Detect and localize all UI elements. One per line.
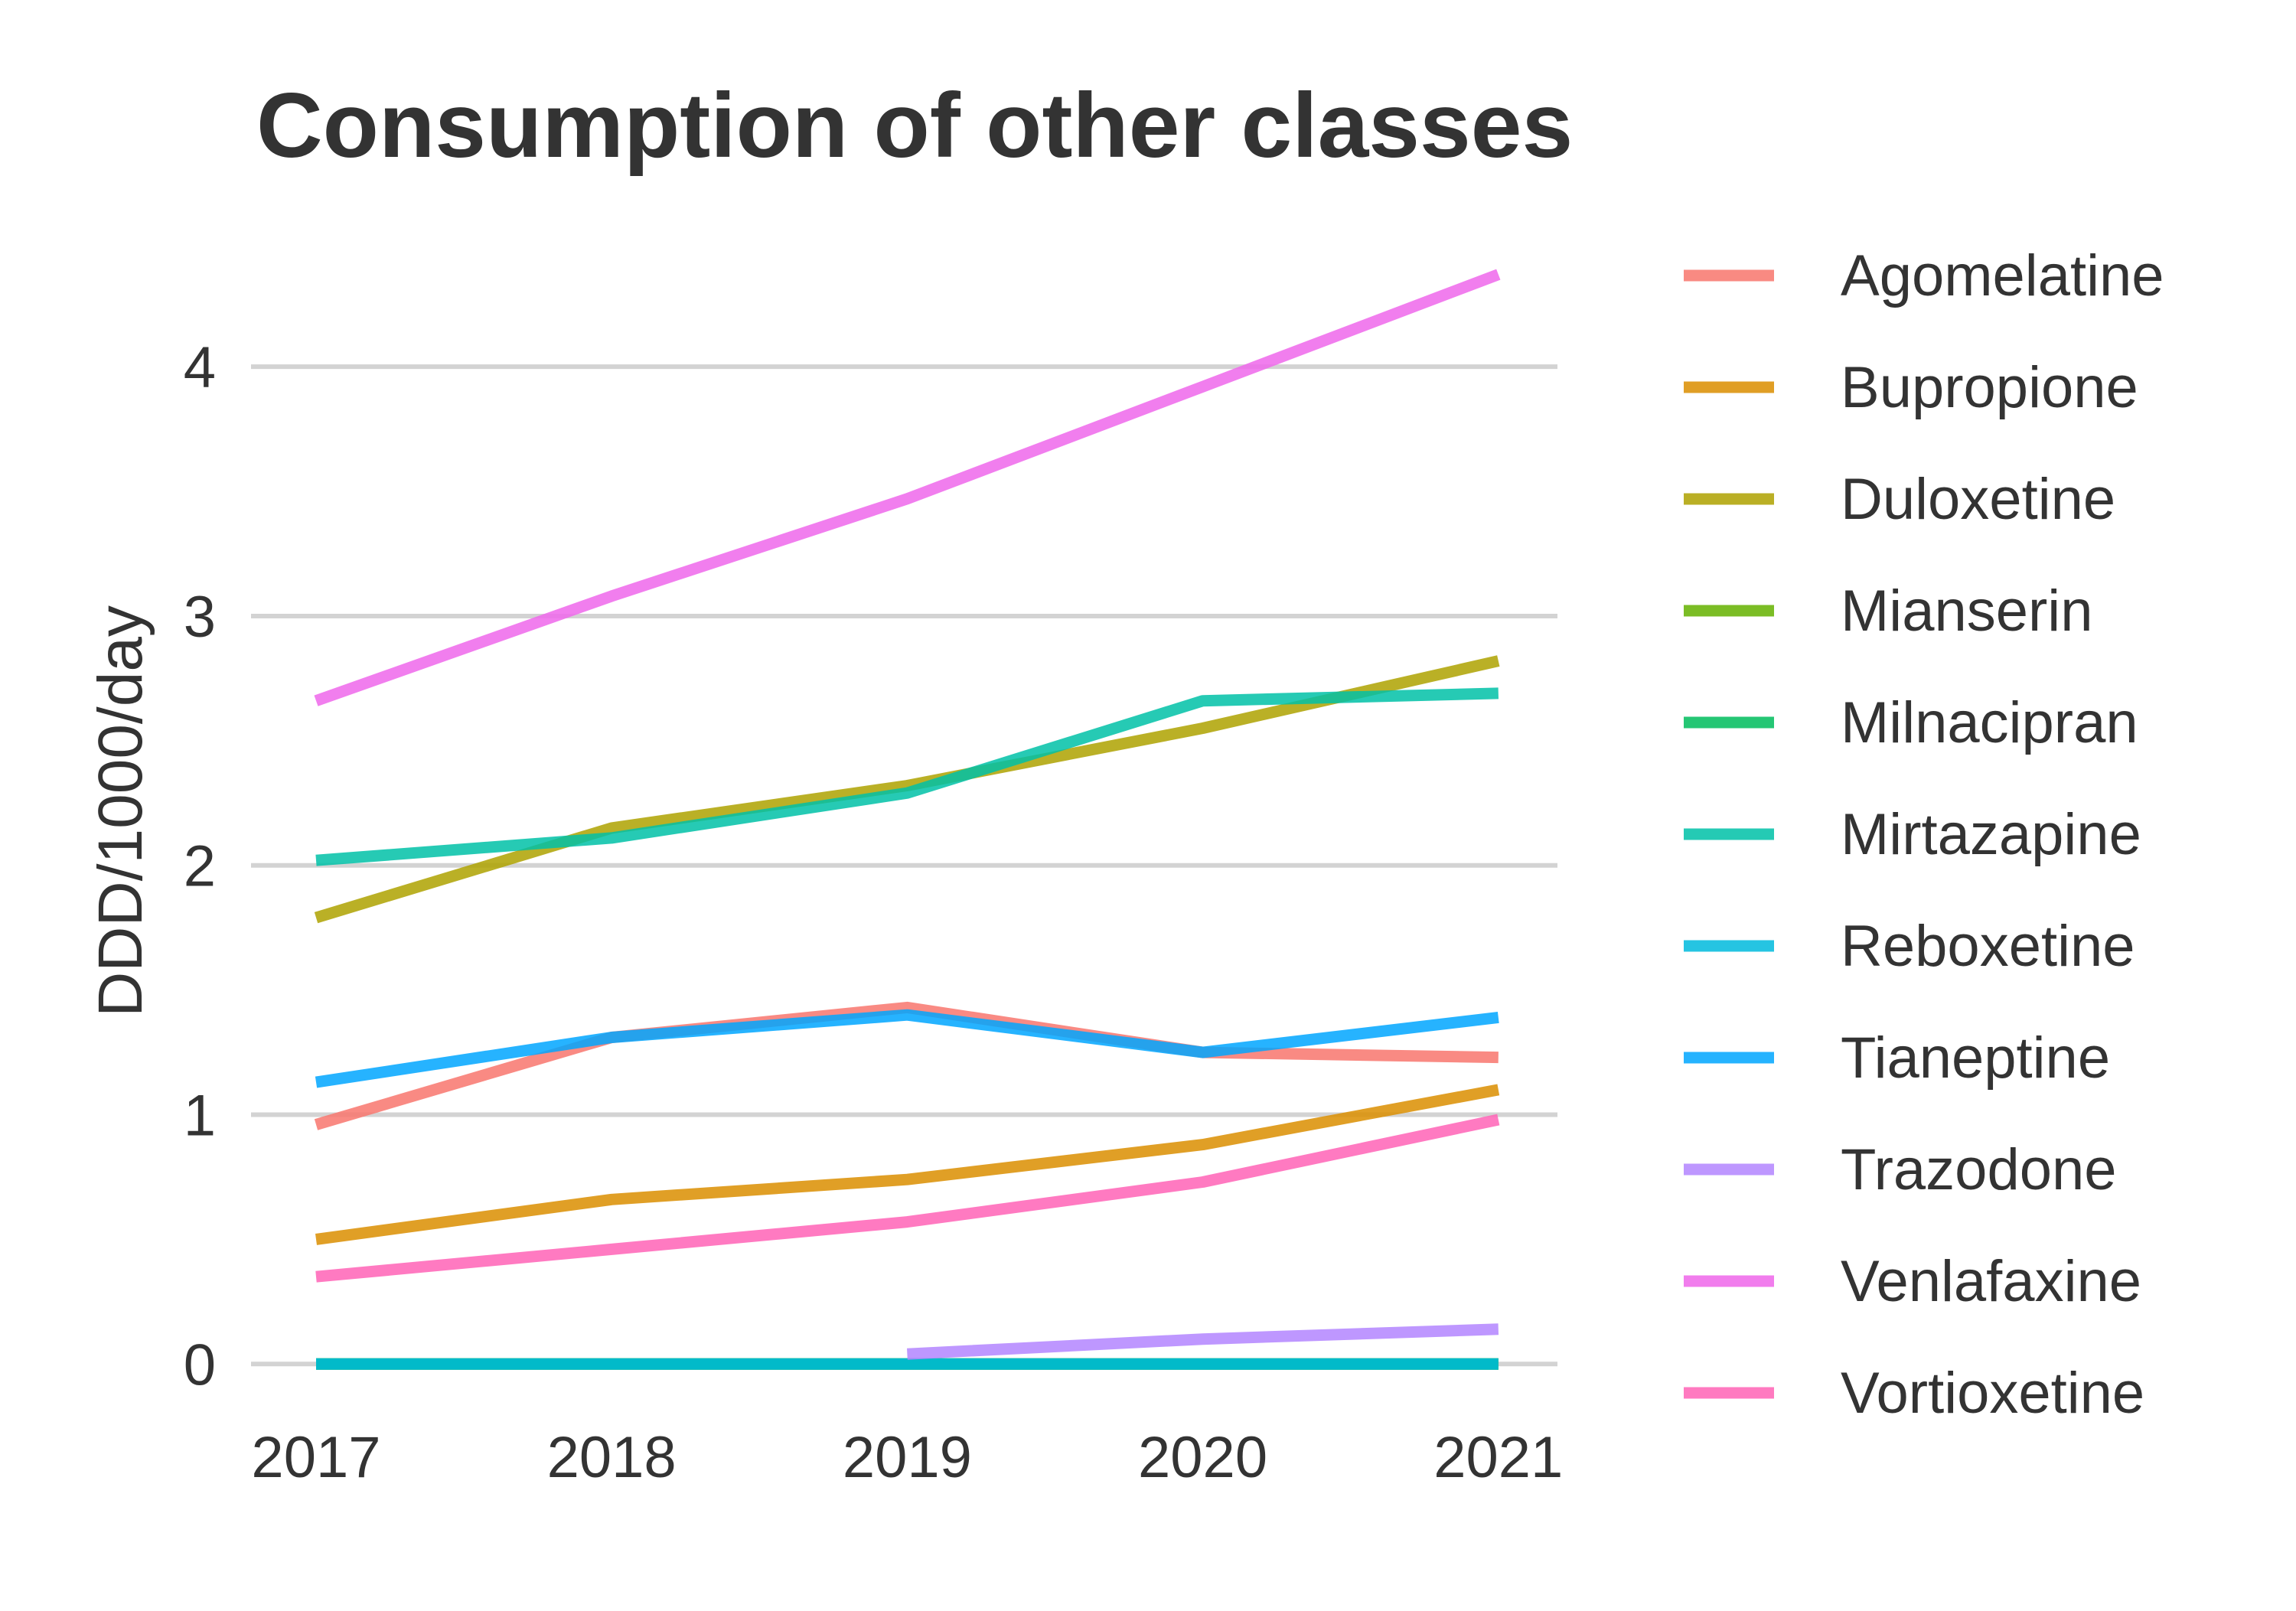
legend-label: Mirtazapine xyxy=(1841,802,2141,867)
series-line-tianeptine xyxy=(315,1009,1499,1088)
legend-item-tianeptine: Tianeptine xyxy=(1684,1026,2110,1091)
legend-label: Trazodone xyxy=(1841,1137,2117,1202)
series-line-bupropione xyxy=(315,1084,1500,1245)
x-tick-label: 2019 xyxy=(843,1425,972,1490)
legend-item-mirtazapine: Mirtazapine xyxy=(1684,802,2141,867)
legend: Agomelatine Bupropione Duloxetine Mianserin… xyxy=(1684,243,2164,1426)
y-axis-label: DDD/1000/day xyxy=(86,605,155,1017)
legend-label: Venlafaxine xyxy=(1841,1249,2141,1314)
legend-item-duloxetine: Duloxetine xyxy=(1684,467,2115,532)
legend-item-vortioxetine: Vortioxetine xyxy=(1684,1361,2144,1426)
series-line-vortioxetine xyxy=(315,1114,1500,1283)
x-tick-label: 2018 xyxy=(547,1425,677,1490)
series-line-trazodone xyxy=(907,1323,1499,1360)
y-tick-label: 3 xyxy=(184,585,216,650)
x-tick-label: 2021 xyxy=(1433,1425,1563,1490)
legend-label: Bupropione xyxy=(1841,355,2138,420)
y-tick-label: 0 xyxy=(184,1332,216,1397)
y-tick-label: 4 xyxy=(184,335,216,400)
legend-item-venlafaxine: Venlafaxine xyxy=(1684,1249,2141,1314)
legend-label: Mianserin xyxy=(1841,579,2092,644)
series-line-mirtazapine xyxy=(315,687,1499,866)
y-tick-label: 1 xyxy=(184,1083,216,1148)
legend-label: Agomelatine xyxy=(1841,243,2164,308)
legend-label: Milnacipran xyxy=(1841,690,2138,755)
series-line-venlafaxine xyxy=(314,269,1501,706)
legend-label: Reboxetine xyxy=(1841,914,2135,979)
legend-label: Duloxetine xyxy=(1841,467,2115,532)
x-tick-label: 2017 xyxy=(251,1425,380,1490)
legend-item-reboxetine: Reboxetine xyxy=(1684,914,2135,979)
y-axis-ticks: 0 1 2 3 4 xyxy=(184,335,216,1397)
series-line-agomelatine xyxy=(314,1001,1499,1130)
legend-item-agomelatine: Agomelatine xyxy=(1684,243,2164,308)
legend-item-trazodone: Trazodone xyxy=(1684,1137,2117,1202)
chart-title: Consumption of other classes xyxy=(256,74,1573,177)
series-line-duloxetine xyxy=(314,655,1500,924)
gridlines xyxy=(251,364,1557,1367)
x-axis-ticks: 2017 2018 2019 2020 2021 xyxy=(251,1425,1563,1490)
legend-item-mianserin: Mianserin xyxy=(1684,579,2092,644)
y-tick-label: 2 xyxy=(184,834,216,899)
x-tick-label: 2020 xyxy=(1138,1425,1267,1490)
legend-label: Tianeptine xyxy=(1841,1026,2110,1091)
legend-item-bupropione: Bupropione xyxy=(1684,355,2138,420)
legend-label: Vortioxetine xyxy=(1841,1361,2144,1426)
legend-item-milnacipran: Milnacipran xyxy=(1684,690,2138,755)
series-lines xyxy=(314,269,1501,1370)
